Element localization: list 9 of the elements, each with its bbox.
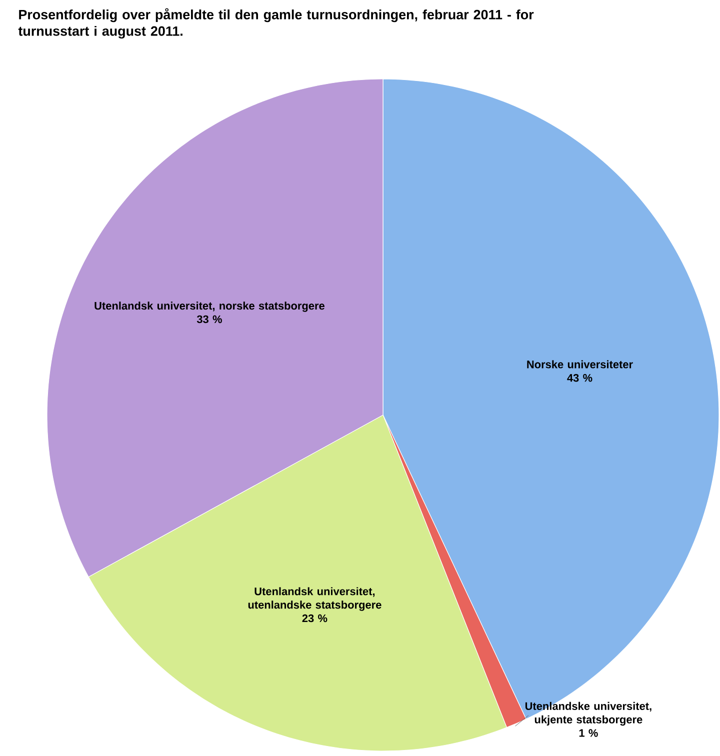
- data-label: 43 %: [567, 374, 592, 382]
- chart-title: Prosentfordelig over påmeldte til den gamle turnusordningen, februar 2011 - for turnusstart i august 2011.: [18, 8, 534, 39]
- data-label: 23 %: [302, 614, 328, 622]
- data-label: 33 %: [196, 315, 222, 324]
- slice-label: Utenlandske universitet, ukjente statsborgere: [525, 702, 652, 726]
- slice-label: Utenlandsk universitet, norske statsborgere: [94, 302, 324, 312]
- data-label: 1 %: [579, 729, 598, 737]
- slice-label: Utenlandsk universitet, utenlandske statsborgere: [248, 587, 382, 611]
- slice-label: Norske universiteter: [527, 360, 633, 368]
